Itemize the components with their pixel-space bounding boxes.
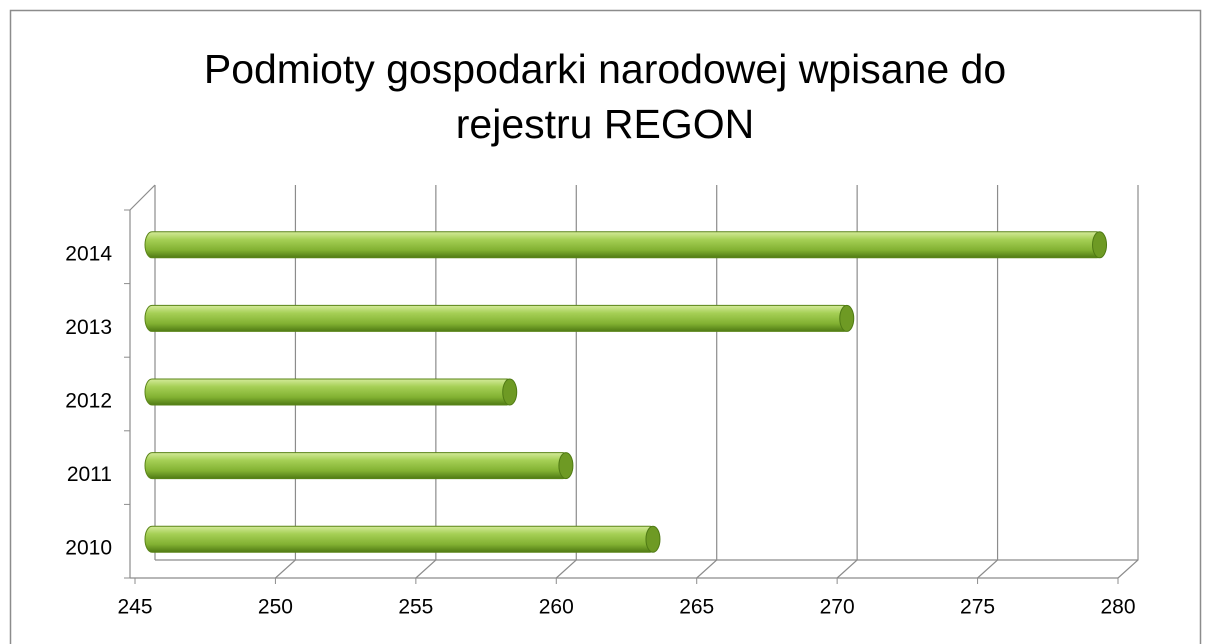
x-tick-label: 255 [398, 596, 433, 619]
bar [144, 525, 658, 553]
bar-cap [558, 452, 574, 480]
x-tick-label: 280 [1100, 596, 1135, 619]
y-tick-label: 2010 [65, 537, 112, 560]
grid-line [1117, 185, 1139, 579]
bar [144, 452, 571, 480]
y-tick-label: 2011 [67, 463, 112, 486]
bar-cap [645, 525, 661, 553]
x-tick-label: 275 [960, 596, 995, 619]
bar-cap [502, 378, 518, 406]
bar [144, 378, 515, 406]
bar [144, 231, 1105, 259]
x-tick-label: 270 [820, 596, 855, 619]
y-tick-label: 2014 [65, 242, 112, 265]
grid-line [836, 185, 858, 579]
x-tick-label: 265 [679, 596, 714, 619]
y-tick-label: 2012 [65, 390, 112, 413]
x-tick-label: 260 [539, 596, 574, 619]
y-tick-label: 2013 [65, 316, 112, 339]
chart-title: rejestru REGON [456, 101, 754, 147]
bar-cap [1092, 231, 1108, 259]
bar-cap [839, 304, 855, 332]
bar [144, 304, 852, 332]
side-wall-top [129, 184, 156, 211]
x-tick-label: 250 [258, 596, 293, 619]
chart-title: Podmioty gospodarki narodowej wpisane do [204, 46, 1006, 92]
x-tick-label: 245 [117, 596, 152, 619]
grid-line [977, 185, 999, 579]
